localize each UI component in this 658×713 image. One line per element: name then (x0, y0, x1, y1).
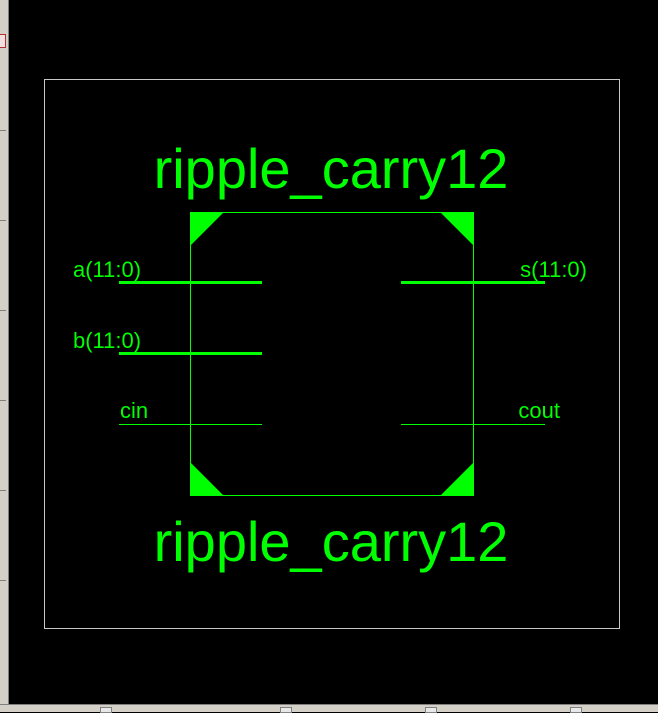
ruler-tick (0, 490, 6, 491)
ruler-tick (0, 310, 6, 311)
pin-label-cout: cout (518, 398, 560, 423)
ruler-tick (0, 580, 6, 581)
pin-label-a: a(11:0) (73, 257, 141, 282)
corner-marker-bottom-right (440, 462, 474, 496)
pin-cout[interactable]: cout (401, 398, 560, 425)
ruler-tick (0, 400, 6, 401)
pin-cin[interactable]: cin (119, 398, 262, 425)
pin-label-b: b(11:0) (73, 328, 141, 353)
ruler-tick (0, 220, 6, 221)
pin-b[interactable]: b(11:0) (73, 328, 262, 355)
tab-stub (570, 707, 582, 713)
sheet-frame (44, 79, 620, 629)
symbol-title-top: ripple_carry12 (154, 137, 509, 200)
tab-stub (425, 707, 437, 713)
left-ruler (0, 0, 9, 711)
corner-marker-top-right (440, 212, 474, 246)
symbol-svg: ripple_carry12 ripple_carry12 a(11:0) b(… (44, 79, 620, 629)
corner-marker-bottom-left (190, 462, 224, 496)
pin-label-cin: cin (120, 398, 148, 423)
ruler-tick (0, 130, 6, 131)
symbol-body[interactable] (190, 212, 474, 496)
pin-a[interactable]: a(11:0) (73, 257, 262, 284)
schematic-canvas[interactable]: ripple_carry12 ripple_carry12 a(11:0) b(… (9, 0, 658, 704)
symbol-title-bottom: ripple_carry12 (154, 510, 509, 573)
tab-stub (100, 707, 112, 713)
pin-label-s: s(11:0) (520, 257, 587, 282)
pin-s[interactable]: s(11:0) (401, 257, 587, 284)
corner-marker-top-left (190, 212, 224, 246)
tab-stub (280, 707, 292, 713)
window-icon (0, 34, 6, 48)
